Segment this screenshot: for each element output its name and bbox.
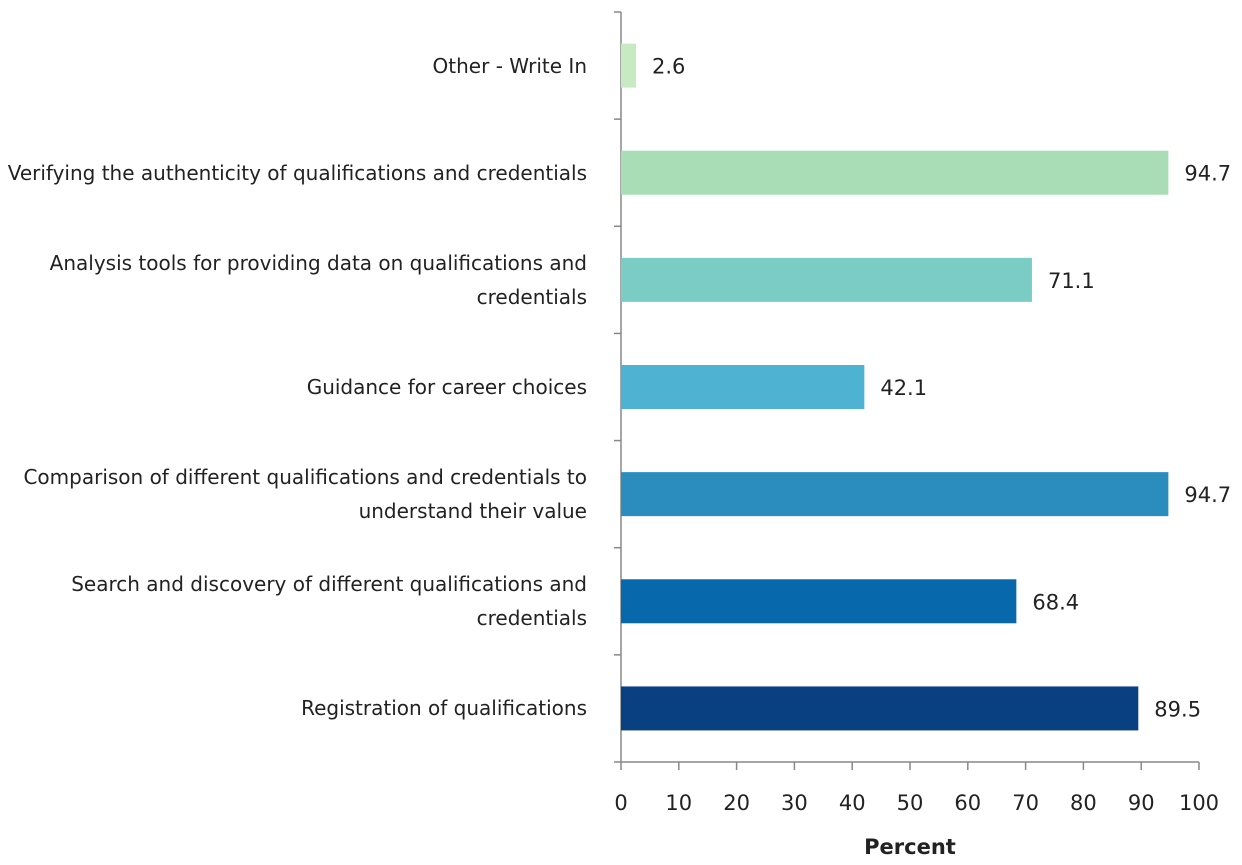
bar <box>621 686 1139 731</box>
category-label: Search and discovery of different qualif… <box>71 572 587 631</box>
x-tick-label: 100 <box>1179 791 1219 815</box>
category-label: Analysis tools for providing data on qua… <box>49 250 587 309</box>
x-tick-label: 90 <box>1128 791 1155 815</box>
x-tick-label: 40 <box>839 791 866 815</box>
category-label: Verifying the authenticity of qualificat… <box>7 160 587 185</box>
x-tick-label: 60 <box>954 791 981 815</box>
x-tick-label: 50 <box>897 791 924 815</box>
category-label: Registration of qualifications <box>301 696 587 721</box>
category-label: Guidance for career choices <box>306 375 587 399</box>
bar <box>621 150 1169 195</box>
bar <box>621 365 865 409</box>
bar <box>621 472 1169 517</box>
value-label: 68.4 <box>1032 590 1079 614</box>
bar <box>621 579 1017 624</box>
value-label: 71.1 <box>1048 269 1095 293</box>
x-tick-label: 20 <box>723 791 750 815</box>
value-label: 94.7 <box>1184 162 1231 186</box>
x-tick-label: 80 <box>1070 791 1097 815</box>
value-label: 42.1 <box>880 376 927 400</box>
bar <box>621 43 637 88</box>
category-label: Comparison of different qualifications a… <box>23 465 587 524</box>
value-label: 94.7 <box>1184 483 1231 507</box>
x-tick-label: 10 <box>665 791 692 815</box>
x-tick-label: 0 <box>614 791 627 815</box>
category-label: Other - Write In <box>432 53 587 78</box>
value-label: 2.6 <box>652 55 685 79</box>
bar <box>621 257 1032 302</box>
x-tick-label: 30 <box>781 791 808 815</box>
value-label: 89.5 <box>1154 697 1201 721</box>
x-axis-label: Percent <box>864 835 956 859</box>
x-tick-label: 70 <box>1012 791 1039 815</box>
